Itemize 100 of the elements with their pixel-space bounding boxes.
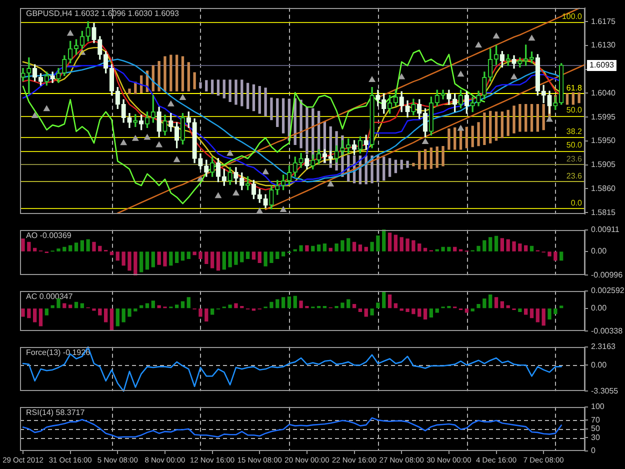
bar bbox=[400, 160, 403, 170]
bar bbox=[110, 252, 114, 256]
bar bbox=[174, 304, 179, 308]
bar bbox=[376, 302, 380, 308]
point bbox=[280, 206, 286, 212]
bar bbox=[68, 304, 72, 308]
bar bbox=[418, 150, 421, 170]
point bbox=[368, 76, 376, 82]
point bbox=[458, 71, 464, 77]
bar bbox=[406, 160, 409, 168]
point bbox=[398, 74, 405, 80]
bar bbox=[346, 299, 350, 308]
bar bbox=[536, 308, 540, 322]
bar bbox=[311, 246, 315, 252]
bar bbox=[346, 238, 350, 252]
bar bbox=[370, 242, 374, 252]
bar bbox=[276, 98, 279, 127]
bar bbox=[370, 308, 374, 316]
chart-title: RSI(14) 58.3717 bbox=[26, 408, 86, 418]
bar bbox=[170, 54, 172, 92]
bar bbox=[524, 245, 528, 252]
bar bbox=[442, 146, 444, 166]
point bbox=[226, 150, 234, 156]
bar bbox=[164, 56, 166, 92]
bar bbox=[300, 100, 302, 148]
point bbox=[120, 140, 127, 146]
bar bbox=[110, 308, 114, 331]
bar bbox=[548, 252, 552, 256]
bar bbox=[477, 122, 480, 146]
bar bbox=[157, 252, 161, 265]
bar bbox=[204, 308, 208, 322]
bar bbox=[429, 308, 434, 318]
bar bbox=[476, 246, 480, 252]
bar bbox=[33, 308, 37, 322]
bar bbox=[198, 308, 202, 317]
bar bbox=[276, 299, 280, 308]
point bbox=[475, 42, 482, 48]
bar bbox=[494, 297, 498, 308]
bar bbox=[406, 308, 410, 312]
bar bbox=[448, 128, 450, 150]
bar bbox=[205, 80, 208, 92]
bar bbox=[542, 104, 545, 130]
bar bbox=[512, 106, 516, 134]
bar bbox=[38, 308, 43, 326]
bar bbox=[554, 252, 558, 261]
bar bbox=[512, 241, 516, 252]
bar bbox=[276, 252, 280, 259]
bar bbox=[530, 246, 534, 252]
bar bbox=[560, 306, 564, 308]
bar bbox=[151, 300, 155, 308]
point bbox=[144, 134, 150, 140]
bar bbox=[145, 252, 150, 270]
bar bbox=[216, 252, 220, 271]
point bbox=[132, 135, 138, 141]
y-tick-label: 0.00911 bbox=[591, 225, 620, 234]
y-tick-label: 1.6130 bbox=[591, 40, 616, 50]
bar bbox=[228, 252, 232, 268]
bar bbox=[246, 252, 250, 259]
bar bbox=[447, 306, 451, 308]
bar bbox=[488, 237, 492, 252]
bar bbox=[483, 112, 486, 146]
point bbox=[328, 180, 334, 186]
bar bbox=[27, 308, 31, 318]
bar bbox=[80, 240, 84, 252]
bar bbox=[322, 244, 327, 252]
bar bbox=[364, 308, 368, 317]
y-tick-label: -3.3055 bbox=[591, 386, 619, 396]
bar bbox=[281, 252, 286, 256]
point bbox=[215, 192, 222, 198]
bar bbox=[252, 252, 256, 260]
bar bbox=[258, 86, 261, 114]
bar bbox=[122, 308, 126, 322]
point bbox=[67, 30, 74, 36]
bar bbox=[358, 244, 362, 252]
annotation: 100.0 bbox=[562, 12, 583, 21]
bar bbox=[240, 252, 244, 262]
bar bbox=[340, 302, 344, 308]
bar bbox=[394, 160, 398, 174]
bar bbox=[33, 248, 37, 252]
bar bbox=[234, 80, 238, 105]
bar bbox=[293, 296, 297, 308]
bar bbox=[554, 308, 558, 314]
bar bbox=[305, 306, 309, 308]
bar bbox=[518, 104, 522, 132]
annotation: 23.6 bbox=[566, 172, 583, 181]
bar bbox=[436, 146, 438, 168]
bar bbox=[494, 111, 498, 141]
point bbox=[232, 190, 240, 196]
bar bbox=[252, 84, 256, 112]
bar bbox=[506, 239, 510, 252]
point bbox=[44, 106, 50, 112]
y-tick-label: 0.002592 bbox=[591, 286, 625, 296]
bar bbox=[376, 156, 380, 182]
bar bbox=[158, 61, 160, 92]
bar bbox=[482, 240, 486, 252]
bar bbox=[536, 104, 540, 132]
y-tick-label: 100 bbox=[591, 402, 605, 412]
point bbox=[262, 168, 269, 174]
bar bbox=[518, 244, 522, 252]
bar bbox=[299, 300, 303, 308]
